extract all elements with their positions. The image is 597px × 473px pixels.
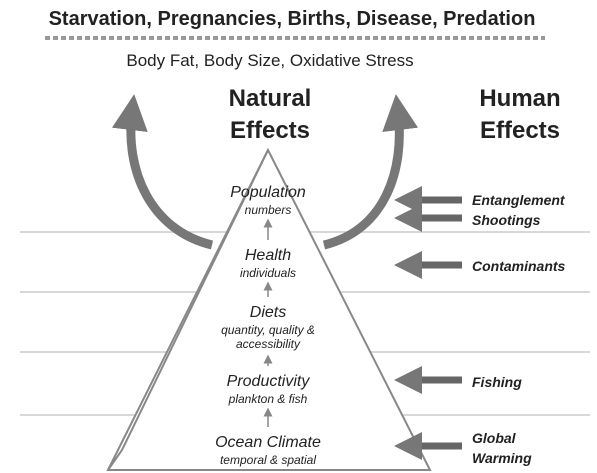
- curved-arrow: [322, 94, 419, 250]
- curved-arrow: [111, 94, 214, 250]
- level-detail: numbers: [245, 203, 292, 217]
- human-effect: Contaminants: [472, 258, 566, 274]
- level-detail: individuals: [240, 266, 296, 280]
- human-effect: Warming: [472, 450, 532, 466]
- level-name: Diets: [250, 304, 286, 321]
- level-detail: quantity, quality &: [221, 323, 315, 337]
- human-effect: Global: [472, 430, 517, 446]
- natural-heading: Effects: [230, 117, 310, 144]
- content: Natural Effects Human Effects Population numb…: [215, 85, 566, 467]
- level-detail: temporal & spatial: [220, 453, 316, 467]
- level-detail: accessibility: [236, 337, 301, 351]
- human-effect: Fishing: [472, 374, 522, 390]
- natural-heading: Natural: [229, 85, 312, 112]
- level-name: Population: [230, 184, 306, 201]
- title: Starvation, Pregnancies, Births, Disease…: [49, 8, 536, 30]
- human-effect: Entanglement: [472, 192, 566, 208]
- level-detail: plankton & fish: [228, 392, 308, 406]
- subtitle: Body Fat, Body Size, Oxidative Stress: [126, 51, 413, 70]
- human-effect: Shootings: [472, 212, 541, 228]
- pyramid: [106, 147, 432, 471]
- level-name: Productivity: [227, 373, 311, 390]
- human-heading: Human: [479, 85, 560, 112]
- level-name: Ocean Climate: [215, 434, 321, 451]
- human-heading: Effects: [480, 117, 560, 144]
- level-name: Health: [245, 247, 291, 264]
